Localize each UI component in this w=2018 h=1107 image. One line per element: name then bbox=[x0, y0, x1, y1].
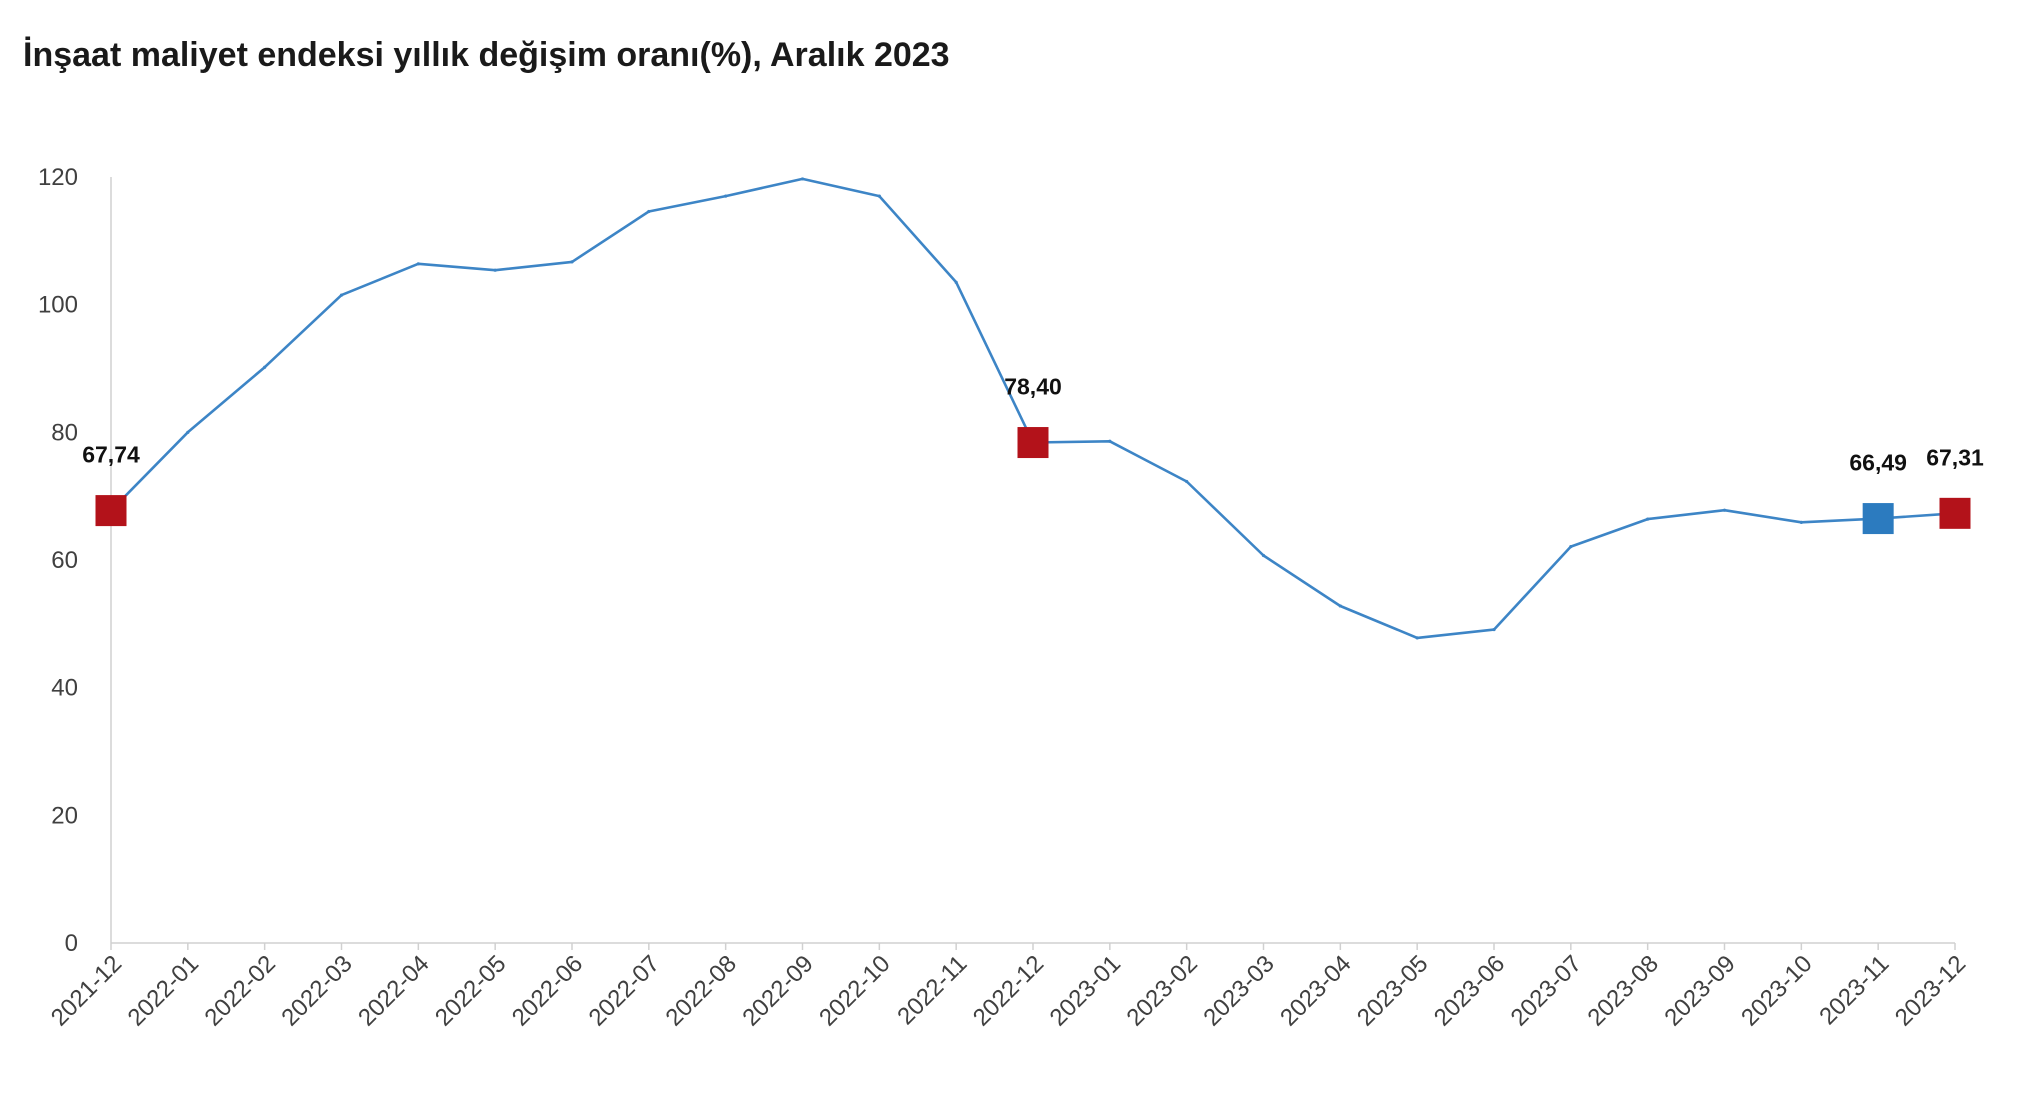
x-tick-label-2022-05: 2022-05 bbox=[430, 950, 511, 1031]
series-line-0 bbox=[109, 177, 1957, 640]
x-tick-label-2023-05: 2023-05 bbox=[1352, 950, 1433, 1031]
x-tick-label-2022-09: 2022-09 bbox=[737, 950, 818, 1031]
x-tick-label-2023-08: 2023-08 bbox=[1583, 950, 1664, 1031]
data-point-2023-10 bbox=[1799, 520, 1803, 524]
x-tick-label-2023-12: 2023-12 bbox=[1890, 950, 1971, 1031]
data-point-2023-01 bbox=[1108, 439, 1112, 443]
y-tick-label-20: 20 bbox=[51, 802, 78, 829]
data-labels: 67,74 78,40 66,49 67,31 bbox=[82, 374, 1984, 476]
y-tick-label-100: 100 bbox=[38, 292, 78, 319]
data-label-2023-12: 67,31 bbox=[1926, 444, 1984, 470]
axes: 0204060801001202021-122022-012022-022022… bbox=[38, 164, 1971, 1032]
x-tick-label-2022-07: 2022-07 bbox=[584, 950, 665, 1031]
x-tick-label-2023-11: 2023-11 bbox=[1814, 950, 1894, 1030]
y-tick-label-60: 60 bbox=[51, 547, 78, 574]
data-point-2022-11 bbox=[954, 280, 958, 284]
x-tick-label-2022-04: 2022-04 bbox=[353, 950, 434, 1031]
data-point-2022-05 bbox=[493, 268, 497, 272]
data-point-2023-03 bbox=[1261, 553, 1266, 558]
x-tick-label-2023-04: 2023-04 bbox=[1275, 950, 1356, 1031]
highlight-marker-2022-12 bbox=[1017, 427, 1049, 459]
x-tick-label-2022-08: 2022-08 bbox=[661, 950, 742, 1031]
y-tick-label-80: 80 bbox=[51, 419, 78, 446]
highlight-marker-2023-12 bbox=[1939, 497, 1971, 529]
data-point-2023-04 bbox=[1338, 604, 1342, 608]
data-point-2023-06 bbox=[1492, 627, 1496, 632]
x-tick-label-2022-02: 2022-02 bbox=[200, 950, 281, 1031]
data-label-2023-11: 66,49 bbox=[1849, 450, 1907, 476]
x-tick-label-2021-12: 2021-12 bbox=[46, 950, 127, 1031]
x-tick-label-2023-02: 2023-02 bbox=[1122, 950, 1203, 1031]
data-point-2022-06 bbox=[570, 260, 574, 264]
data-point-2022-01 bbox=[186, 430, 190, 434]
x-tick-label-2023-09: 2023-09 bbox=[1659, 950, 1740, 1031]
data-label-2021-12: 67,74 bbox=[82, 442, 140, 468]
x-tick-label-2022-10: 2022-10 bbox=[814, 950, 895, 1031]
data-point-2022-04 bbox=[416, 262, 420, 266]
y-tick-label-0: 0 bbox=[65, 930, 78, 957]
y-tick-label-120: 120 bbox=[38, 164, 78, 191]
data-point-2022-07 bbox=[647, 209, 651, 214]
x-tick-label-2023-03: 2023-03 bbox=[1198, 950, 1279, 1031]
chart-title: İnşaat maliyet endeksi yıllık değişim or… bbox=[23, 36, 950, 74]
data-point-2023-08 bbox=[1646, 517, 1650, 521]
x-tick-label-2023-06: 2023-06 bbox=[1429, 950, 1510, 1031]
y-tick-label-40: 40 bbox=[51, 675, 78, 702]
x-tick-label-2022-06: 2022-06 bbox=[507, 950, 588, 1031]
highlight-marker-2021-12 bbox=[95, 495, 127, 527]
data-point-2023-07 bbox=[1569, 544, 1573, 549]
data-point-2022-10 bbox=[877, 194, 881, 198]
x-tick-label-2022-01: 2022-01 bbox=[123, 950, 204, 1031]
data-point-2022-08 bbox=[724, 194, 728, 198]
data-point-2023-05 bbox=[1415, 636, 1419, 640]
x-tick-label-2022-03: 2022-03 bbox=[276, 950, 357, 1031]
x-tick-label-2023-10: 2023-10 bbox=[1736, 950, 1817, 1031]
x-tick-label-2023-07: 2023-07 bbox=[1506, 950, 1587, 1031]
data-point-2022-09 bbox=[800, 177, 805, 181]
highlight-marker-2023-11 bbox=[1862, 503, 1894, 535]
data-point-2022-03 bbox=[339, 293, 344, 297]
x-tick-label-2022-11: 2022-11 bbox=[892, 950, 972, 1030]
x-tick-label-2023-01: 2023-01 bbox=[1045, 950, 1126, 1031]
x-tick-label-2022-12: 2022-12 bbox=[968, 950, 1049, 1031]
data-point-2022-02 bbox=[263, 365, 267, 369]
data-label-2022-12: 78,40 bbox=[1004, 374, 1062, 400]
data-point-2023-09 bbox=[1722, 508, 1727, 512]
data-point-2023-02 bbox=[1185, 479, 1189, 484]
plot-area bbox=[95, 177, 1971, 640]
